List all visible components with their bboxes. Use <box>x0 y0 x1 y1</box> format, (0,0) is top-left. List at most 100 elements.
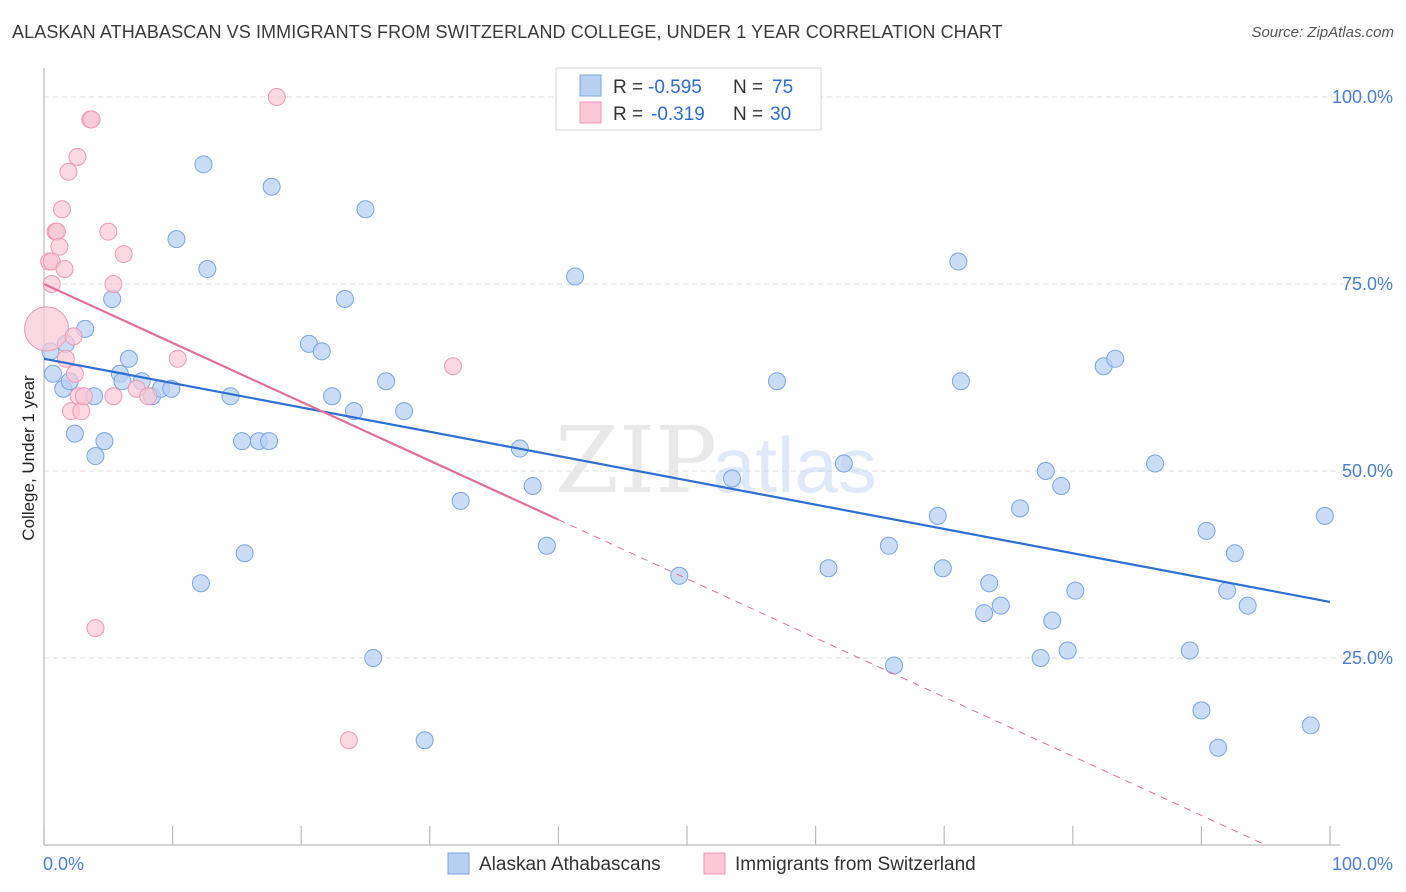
legend-n-label-1: N = <box>733 77 763 98</box>
point-alaskan-athabascan <box>1315 506 1334 525</box>
point-alaskan-athabascan <box>819 559 838 578</box>
axes <box>43 68 1340 846</box>
point-alaskan-athabascan <box>1218 581 1237 600</box>
point-alaskan-athabascan <box>191 574 210 593</box>
x-tick-label-max: 100.0% <box>1332 854 1393 874</box>
point-alaskan-athabascan <box>312 342 331 361</box>
point-alaskan-athabascan <box>364 649 383 667</box>
legend-swatch-blue <box>579 74 602 97</box>
legend-n-value-2: 30 <box>770 104 791 125</box>
point-alaskan-athabascan <box>723 469 742 488</box>
trendline-blue <box>43 357 1331 603</box>
point-immigrant-switzerland <box>104 275 123 293</box>
point-alaskan-athabascan <box>323 387 342 406</box>
trendline-pink <box>43 282 559 521</box>
legend-r-label-1: R = <box>613 77 643 98</box>
point-alaskan-athabascan <box>975 604 994 623</box>
bottom-legend-label-blue: Alaskan Athabascans <box>479 854 661 875</box>
point-immigrant-switzerland <box>64 327 83 346</box>
trendline-pink-dashed <box>558 519 1266 846</box>
point-alaskan-athabascan <box>377 372 396 391</box>
point-alaskan-athabascan <box>1238 596 1257 615</box>
point-immigrant-switzerland <box>47 222 66 241</box>
legend-swatch-pink <box>579 101 602 124</box>
point-alaskan-athabascan <box>1052 476 1071 495</box>
bottom-legend-swatch-blue <box>447 852 470 875</box>
point-alaskan-athabascan <box>768 372 787 391</box>
series-immigrants-switzerland <box>24 88 462 750</box>
point-alaskan-athabascan <box>415 731 434 750</box>
point-alaskan-athabascan <box>167 230 186 249</box>
point-alaskan-athabascan <box>194 155 213 174</box>
source-credit: Source: ZipAtlas.com <box>1251 24 1394 41</box>
legend-r-value-1: -0.595 <box>648 77 702 98</box>
point-immigrant-switzerland <box>59 162 78 181</box>
point-immigrant-switzerland <box>86 619 105 638</box>
point-immigrant-switzerland <box>24 306 70 352</box>
point-alaskan-athabascan <box>1197 521 1216 540</box>
gridlines <box>44 96 1370 659</box>
point-alaskan-athabascan <box>103 289 122 308</box>
point-alaskan-athabascan <box>451 491 470 510</box>
point-alaskan-athabascan <box>991 596 1010 615</box>
point-immigrant-switzerland <box>104 387 123 406</box>
point-immigrant-switzerland <box>55 260 74 279</box>
bottom-legend: Alaskan Athabascans Immigrants from Swit… <box>447 852 976 875</box>
point-alaskan-athabascan <box>980 574 999 593</box>
point-alaskan-athabascan <box>834 454 853 473</box>
point-alaskan-athabascan <box>356 200 375 219</box>
point-alaskan-athabascan <box>566 267 585 286</box>
point-alaskan-athabascan <box>1043 611 1062 630</box>
point-alaskan-athabascan <box>395 402 414 421</box>
legend-n-label-2: N = <box>733 104 763 125</box>
x-tick-label-min: 0.0% <box>43 854 84 874</box>
point-alaskan-athabascan <box>1301 716 1320 735</box>
y-tick-labels: 25.0% 50.0% 75.0% 100.0% <box>1332 87 1393 668</box>
point-immigrant-switzerland <box>72 402 91 421</box>
point-alaskan-athabascan <box>879 536 898 555</box>
point-alaskan-athabascan <box>1011 499 1030 518</box>
point-alaskan-athabascan <box>260 432 279 451</box>
y-tick-label: 75.0% <box>1342 274 1393 294</box>
point-immigrant-switzerland <box>339 731 358 750</box>
point-alaskan-athabascan <box>86 447 105 466</box>
legend-box: R = -0.595 N = 75 R = -0.319 N = 30 <box>555 67 822 131</box>
point-alaskan-athabascan <box>65 424 84 443</box>
point-alaskan-athabascan <box>335 289 354 308</box>
point-alaskan-athabascan <box>262 177 281 196</box>
point-alaskan-athabascan <box>523 476 542 495</box>
point-immigrant-switzerland <box>139 387 158 406</box>
trendlines <box>43 282 1331 846</box>
point-immigrant-switzerland <box>65 364 84 383</box>
point-immigrant-switzerland <box>443 357 462 376</box>
point-immigrant-switzerland <box>99 222 118 241</box>
y-axis-title: College, Under 1 year <box>19 375 38 541</box>
point-alaskan-athabascan <box>1106 349 1125 368</box>
chart-title: ALASKAN ATHABASCAN VS IMMIGRANTS FROM SW… <box>12 22 1003 42</box>
point-alaskan-athabascan <box>1066 581 1085 600</box>
point-immigrant-switzerland <box>74 387 93 406</box>
point-alaskan-athabascan <box>198 260 217 279</box>
point-alaskan-athabascan <box>951 372 970 391</box>
point-alaskan-athabascan <box>233 432 252 451</box>
bottom-legend-label-pink: Immigrants from Switzerland <box>735 854 976 875</box>
point-alaskan-athabascan <box>928 506 947 525</box>
point-alaskan-athabascan <box>1225 544 1244 563</box>
point-alaskan-athabascan <box>1146 454 1165 473</box>
point-alaskan-athabascan <box>885 656 904 675</box>
point-alaskan-athabascan <box>1031 649 1050 667</box>
point-immigrant-switzerland <box>42 275 61 293</box>
point-alaskan-athabascan <box>1058 641 1077 660</box>
point-alaskan-athabascan <box>537 536 556 555</box>
y-tick-label: 25.0% <box>1342 648 1393 668</box>
point-alaskan-athabascan <box>1180 641 1199 660</box>
point-immigrant-switzerland <box>50 237 69 256</box>
bottom-legend-swatch-pink <box>703 852 726 875</box>
point-alaskan-athabascan <box>235 544 254 563</box>
point-immigrant-switzerland <box>168 349 187 368</box>
point-alaskan-athabascan <box>933 559 952 578</box>
point-alaskan-athabascan <box>344 402 363 421</box>
point-alaskan-athabascan <box>1036 462 1055 480</box>
point-immigrant-switzerland <box>267 88 286 106</box>
